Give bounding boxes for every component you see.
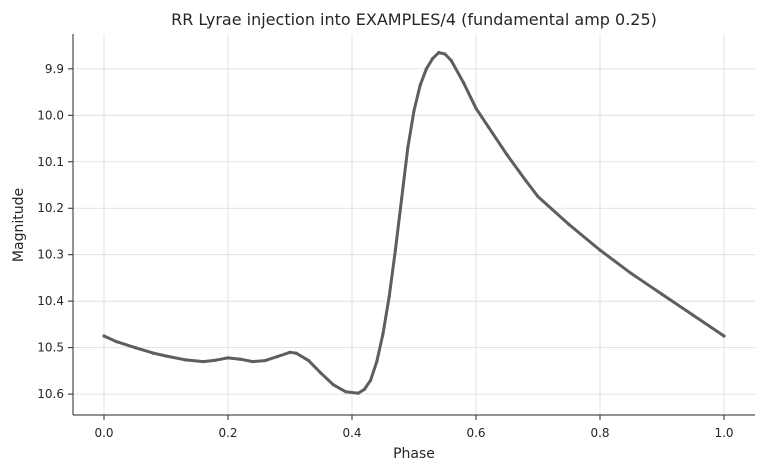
- data-point: [369, 378, 373, 382]
- data-point: [201, 360, 205, 364]
- data-point: [400, 197, 404, 201]
- y-tick-label: 10.1: [37, 155, 64, 169]
- data-point: [344, 390, 348, 394]
- data-point: [214, 358, 218, 362]
- data-layer: [102, 51, 726, 395]
- data-point: [449, 58, 453, 63]
- data-point: [375, 360, 379, 364]
- y-tick-label: 10.3: [37, 248, 64, 262]
- data-point: [307, 359, 311, 363]
- data-point: [331, 383, 335, 387]
- data-point: [486, 125, 490, 129]
- chart-title: RR Lyrae injection into EXAMPLES/4 (fund…: [171, 10, 657, 29]
- data-point: [381, 332, 385, 336]
- data-point: [276, 354, 280, 359]
- y-tick-label: 10.5: [37, 341, 64, 355]
- data-point: [114, 340, 118, 344]
- data-point: [418, 83, 422, 87]
- data-point: [660, 292, 664, 296]
- data-point: [294, 351, 298, 355]
- x-axis-label: Phase: [393, 446, 435, 462]
- data-point: [288, 350, 292, 354]
- data-point: [443, 52, 447, 56]
- y-tick-label: 9.9: [45, 62, 64, 76]
- data-point: [722, 334, 726, 338]
- data-point: [437, 51, 441, 55]
- y-axis-label: Magnitude: [11, 188, 27, 262]
- grid: [73, 34, 755, 415]
- data-point: [567, 222, 571, 227]
- data-point: [691, 313, 695, 317]
- y-tick-label: 10.4: [37, 294, 64, 308]
- data-point: [462, 81, 466, 85]
- light-curve-series: [102, 51, 726, 395]
- data-point: [505, 153, 509, 157]
- data-point: [152, 351, 156, 355]
- data-point: [356, 391, 360, 395]
- y-tick-label: 10.2: [37, 201, 64, 215]
- data-point: [164, 354, 168, 358]
- data-point: [362, 387, 366, 391]
- data-point: [424, 67, 428, 71]
- data-point: [431, 57, 435, 61]
- data-point: [406, 146, 410, 150]
- data-point: [387, 294, 391, 299]
- data-point: [238, 357, 242, 361]
- y-ticks: 9.9 10.0 10.1 10.2 10.3 10.4 10.5 10.6: [37, 62, 73, 401]
- data-point: [412, 109, 416, 113]
- x-tick-label: 1.0: [714, 426, 733, 440]
- x-ticks: 0.0 0.2 0.4 0.6 0.8 1.0: [94, 415, 734, 440]
- data-point: [226, 356, 230, 360]
- data-point: [598, 248, 602, 252]
- x-tick-label: 0.0: [94, 426, 113, 440]
- data-point: [319, 371, 323, 375]
- x-tick-label: 0.4: [342, 426, 361, 440]
- data-point: [536, 195, 540, 199]
- data-point: [183, 358, 187, 362]
- y-tick-label: 10.6: [37, 387, 64, 401]
- data-point: [133, 346, 137, 350]
- data-point: [524, 178, 528, 182]
- data-point: [393, 248, 397, 252]
- data-point: [251, 360, 255, 364]
- y-tick-label: 10.0: [37, 108, 64, 122]
- data-point: [474, 106, 478, 110]
- x-tick-label: 0.2: [218, 426, 237, 440]
- x-tick-label: 0.8: [590, 426, 609, 440]
- data-point: [263, 359, 267, 363]
- data-point: [102, 334, 106, 338]
- x-tick-label: 0.6: [466, 426, 485, 440]
- data-point: [629, 271, 633, 275]
